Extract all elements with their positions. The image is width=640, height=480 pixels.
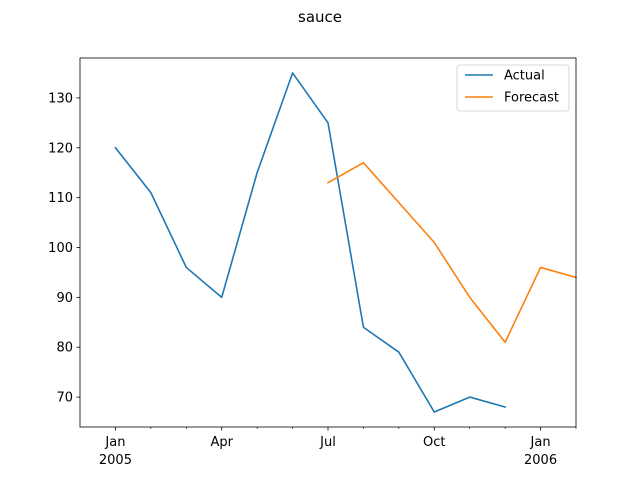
- x-tick-label: Jan: [530, 435, 551, 450]
- series-line-forecast: [326, 161, 577, 344]
- y-tick-label: 80: [56, 341, 73, 356]
- x-tick-year-label: 2005: [99, 453, 132, 468]
- legend-label-actual: Actual: [504, 69, 545, 84]
- series-line-actual: [114, 72, 507, 413]
- y-tick-label: 70: [56, 391, 73, 406]
- legend: Actual Forecast: [456, 64, 570, 112]
- y-tick-label: 90: [56, 291, 73, 306]
- chart-title: sauce: [298, 8, 342, 26]
- legend-label-forecast: Forecast: [504, 91, 559, 106]
- series-lines: [114, 72, 577, 413]
- x-tick-label: Jan: [104, 435, 125, 450]
- y-tick-label: 110: [48, 191, 73, 206]
- x-tick-year-label: 2006: [524, 453, 557, 468]
- x-tick-label: Apr: [210, 435, 233, 450]
- plot-background: [80, 58, 576, 427]
- y-tick-label: 130: [48, 91, 73, 106]
- y-tick-label: 100: [48, 241, 73, 256]
- x-tick-label: Jul: [319, 435, 336, 450]
- x-tick-label: Oct: [423, 435, 445, 450]
- legend-box: [456, 64, 570, 112]
- axes: 70 80 90 100 110 120 130 Jan 2005 Apr Jul Oct Jan 200…: [48, 57, 577, 468]
- y-tick-label: 120: [48, 141, 73, 156]
- plot-area: [80, 58, 576, 427]
